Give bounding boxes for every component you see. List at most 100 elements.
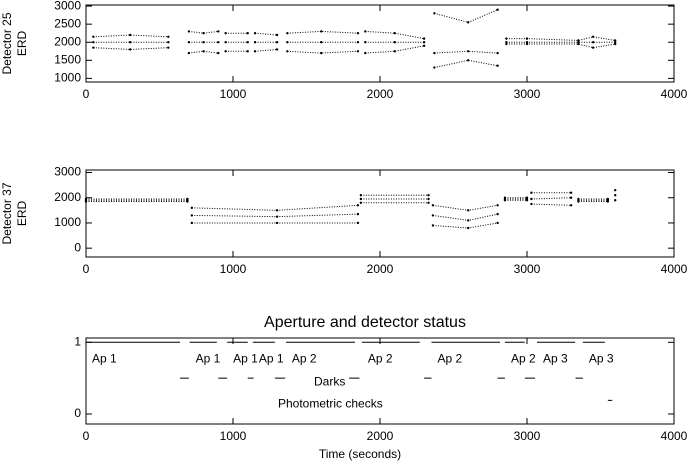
data-point — [496, 221, 499, 225]
data-point — [525, 42, 529, 46]
data-point — [467, 59, 470, 62]
data-point — [591, 46, 595, 49]
y-tick-label: 2000 — [54, 190, 81, 204]
data-point — [496, 212, 499, 216]
data-point — [92, 46, 95, 49]
y-tick-label: 2500 — [54, 16, 81, 30]
data-point — [202, 50, 205, 53]
data-point — [320, 51, 323, 55]
y-tick-label: 1 — [74, 334, 81, 348]
data-point — [286, 31, 289, 35]
data-point — [505, 42, 508, 46]
data-point — [496, 51, 499, 55]
data-point — [422, 41, 426, 44]
x-tick-label: 4000 — [661, 87, 688, 101]
data-point — [286, 41, 289, 44]
data-point — [275, 33, 279, 37]
x-tick-label: 3000 — [514, 429, 541, 443]
data-point — [431, 214, 435, 217]
data-point — [359, 194, 363, 197]
data-point — [530, 191, 533, 194]
data-point — [433, 12, 436, 15]
segment-label: Ap 3 — [589, 351, 614, 365]
data-point — [224, 31, 227, 35]
data-line — [86, 195, 615, 220]
data-point — [202, 31, 205, 35]
panel-title: Aperture and detector status — [264, 314, 466, 331]
data-point — [187, 30, 191, 33]
data-point — [577, 42, 580, 46]
data-point — [186, 200, 189, 203]
data-point — [496, 64, 499, 67]
x-tick-label: 1000 — [220, 262, 247, 276]
data-point — [217, 30, 220, 33]
plot-frame — [85, 169, 675, 258]
data-point — [167, 35, 170, 39]
data-point — [356, 204, 360, 207]
data-point — [364, 51, 367, 55]
data-point — [496, 204, 499, 207]
data-point — [356, 41, 360, 44]
y-axis-label: ERD — [15, 31, 29, 57]
segment-label: Ap 2 — [368, 351, 393, 365]
x-tick-label: 0 — [83, 262, 90, 276]
data-point — [92, 35, 95, 39]
data-line — [93, 9, 616, 41]
x-tick-label: 0 — [83, 429, 90, 443]
data-point — [422, 37, 426, 40]
data-point — [364, 30, 367, 33]
data-point — [525, 199, 529, 202]
data-point — [359, 201, 363, 204]
data-point — [614, 41, 617, 44]
data-point — [275, 221, 279, 225]
data-point — [505, 37, 508, 40]
data-point — [422, 44, 426, 48]
data-point — [467, 219, 470, 222]
data-point — [217, 41, 220, 44]
segment-label: Ap 2 — [292, 351, 317, 365]
data-point — [530, 202, 533, 206]
data-point — [427, 197, 430, 201]
data-point — [167, 46, 170, 49]
plot-frame — [85, 4, 675, 83]
data-point — [393, 50, 396, 53]
data-point — [128, 41, 132, 44]
y-tick-label: 0 — [74, 406, 81, 420]
data-point — [190, 206, 194, 210]
y-tick-label: 3000 — [54, 0, 81, 12]
data-point — [591, 41, 595, 44]
data-point — [217, 51, 220, 55]
data-point — [393, 31, 396, 35]
data-point — [253, 31, 257, 35]
data-point — [246, 31, 249, 35]
data-point — [275, 215, 279, 218]
segment-label: Ap 1 — [92, 351, 117, 365]
data-point — [433, 51, 436, 55]
data-point — [467, 226, 470, 230]
data-line — [93, 43, 616, 69]
data-point — [614, 42, 617, 46]
data-point — [320, 41, 323, 44]
x-tick-label: 2000 — [367, 87, 394, 101]
y-tick-label: 0 — [74, 240, 81, 254]
data-point — [606, 200, 610, 203]
x-tick-label: 4000 — [661, 429, 688, 443]
y-tick-label: 1500 — [54, 52, 81, 66]
y-tick-label: 2000 — [54, 34, 81, 48]
data-point — [356, 221, 360, 225]
x-tick-label: 2000 — [367, 429, 394, 443]
y-tick-label: 1000 — [54, 215, 81, 229]
x-tick-label: 1000 — [220, 87, 247, 101]
data-point — [128, 48, 132, 51]
segment-label: Ap 1 — [196, 351, 221, 365]
segment-label: Ap 2 — [511, 351, 536, 365]
data-point — [286, 50, 289, 53]
data-point — [275, 209, 279, 212]
data-point — [591, 35, 595, 39]
data-point — [320, 30, 323, 33]
data-point — [614, 39, 617, 42]
data-point — [427, 201, 430, 204]
data-point — [167, 41, 170, 44]
